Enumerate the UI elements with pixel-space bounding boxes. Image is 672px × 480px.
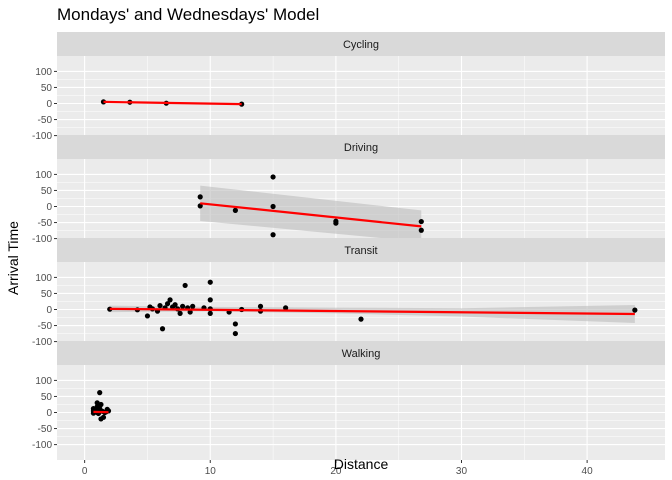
x-tick-label: 0 (82, 466, 88, 477)
facet-panel-driving: Driving -100 -50 0 50 100 (32, 135, 665, 254)
data-point (270, 232, 276, 238)
data-point (172, 302, 178, 308)
y-tick-label: 50 (41, 83, 53, 94)
data-point (257, 303, 264, 309)
regression-line (103, 100, 242, 106)
data-point (167, 297, 173, 303)
y-tick-label: -50 (38, 321, 53, 332)
facet-panel-walking: Walking -100 -50 0 50 100 (32, 341, 665, 460)
regression-line (200, 202, 422, 228)
y-tick-label: 0 (46, 99, 52, 110)
x-axis: 0 10 20 30 40 (82, 460, 593, 477)
facet-panel-transit: Transit -100 -50 0 50 100 (32, 238, 665, 357)
y-tick-label: -50 (38, 424, 53, 435)
y-tick-label: 100 (35, 170, 52, 181)
data-point (207, 310, 213, 316)
data-point (418, 218, 424, 225)
facet-strip (57, 238, 665, 262)
x-tick-label: 20 (330, 466, 342, 477)
facet-panels: Cycling -100 -50 0 50 100 Driving -100 -50 0 50 100… (32, 32, 665, 460)
facet-strip (57, 135, 665, 159)
data-point (100, 414, 107, 420)
y-tick-label: 50 (41, 289, 53, 300)
y-tick-label: 100 (35, 376, 52, 387)
y-tick-label: 0 (46, 202, 52, 213)
data-point (270, 174, 276, 180)
y-tick-label: -100 (32, 337, 52, 348)
data-point (232, 330, 238, 337)
x-tick-label: 40 (582, 466, 594, 477)
y-axis-label: Arrival Time (5, 221, 21, 295)
facet-strip (57, 32, 665, 56)
data-point (270, 203, 276, 210)
chart-title: Mondays' and Wednesdays' Model (57, 5, 319, 24)
data-point (182, 282, 188, 289)
data-point (180, 303, 186, 309)
data-point (164, 301, 171, 307)
data-point (232, 321, 238, 327)
data-point (177, 310, 183, 316)
data-point (207, 297, 213, 303)
data-point (333, 220, 339, 226)
facet-panel-cycling: Cycling -100 -50 0 50 100 (32, 32, 665, 151)
regression-line (109, 307, 635, 316)
y-tick-label: 50 (41, 186, 53, 197)
data-point (418, 227, 424, 233)
x-tick-label: 30 (456, 466, 468, 477)
y-tick-label: -100 (32, 131, 52, 142)
data-point (144, 313, 151, 319)
y-tick-label: -50 (38, 115, 53, 126)
x-axis-label: Distance (334, 456, 389, 472)
data-point (190, 303, 196, 309)
data-point (157, 303, 163, 309)
data-point (358, 316, 364, 322)
data-point (197, 203, 203, 209)
data-point (283, 305, 289, 311)
data-point (97, 390, 103, 396)
data-point (207, 279, 213, 285)
y-tick-label: 50 (41, 392, 53, 403)
facet-strip-label: Cycling (343, 39, 379, 51)
confidence-band (200, 185, 422, 242)
y-tick-label: -50 (38, 218, 53, 229)
data-point (98, 401, 104, 408)
data-point (187, 309, 193, 315)
facet-strip-label: Driving (344, 142, 378, 154)
y-tick-label: 100 (35, 67, 52, 78)
data-point (159, 326, 166, 332)
y-tick-label: 0 (46, 408, 52, 419)
y-tick-label: -100 (32, 234, 52, 245)
data-point (632, 307, 638, 313)
y-tick-label: 0 (46, 305, 52, 316)
data-point (197, 194, 203, 200)
data-point (232, 207, 238, 213)
y-tick-label: 100 (35, 273, 52, 284)
facet-strip-label: Transit (344, 245, 377, 257)
facet-strip (57, 341, 665, 365)
y-tick-label: -100 (32, 440, 52, 451)
x-tick-label: 10 (205, 466, 217, 477)
facet-strip-label: Walking (342, 348, 381, 360)
